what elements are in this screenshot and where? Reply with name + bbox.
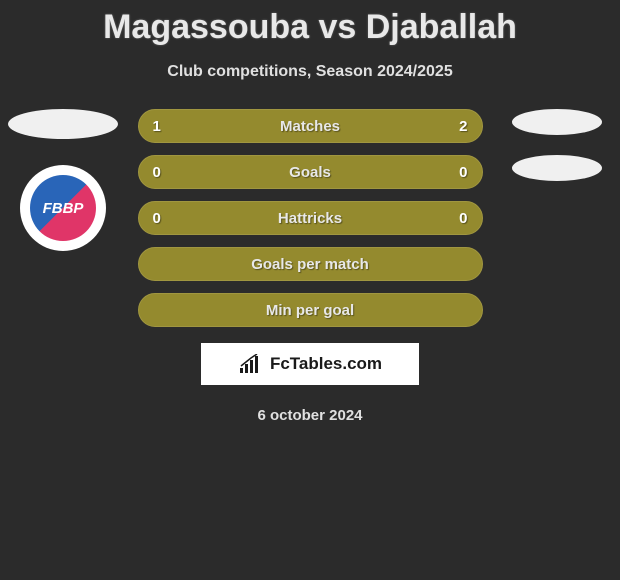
date-text: 6 october 2024 [0,407,620,424]
stat-label: Matches [280,118,340,135]
content-area: FBBP 1 Matches 2 0 Goals 0 0 Hattricks 0 [0,109,620,424]
stat-label: Hattricks [278,210,342,227]
right-team-placeholder [512,155,602,181]
comparison-title: Magassouba vs Djaballah [0,8,620,47]
stat-value-right: 0 [453,210,468,227]
stat-value-left: 1 [153,118,168,135]
comparison-subtitle: Club competitions, Season 2024/2025 [0,63,620,81]
brand-box: FcTables.com [201,343,419,385]
stats-bars: 1 Matches 2 0 Goals 0 0 Hattricks 0 Goal… [138,109,483,327]
right-player-column [512,109,602,201]
stat-value-left: 0 [153,210,168,227]
stat-row: 0 Goals 0 [138,155,483,189]
left-player-column: FBBP [8,109,118,251]
left-player-placeholder [8,109,118,139]
fbbp-logo: FBBP [30,175,96,241]
stat-row: Goals per match [138,247,483,281]
left-team-badge: FBBP [20,165,106,251]
stat-value-left: 0 [153,164,168,181]
chart-icon [238,354,264,374]
stat-value-right: 0 [453,164,468,181]
stat-label: Goals [289,164,331,181]
stat-row: 0 Hattricks 0 [138,201,483,235]
brand-name: FcTables.com [270,354,382,374]
stat-label: Goals per match [251,256,369,273]
infographic-container: Magassouba vs Djaballah Club competition… [0,0,620,424]
stat-row: Min per goal [138,293,483,327]
right-player-placeholder [512,109,602,135]
stat-value-right: 2 [453,118,468,135]
stat-row: 1 Matches 2 [138,109,483,143]
stat-label: Min per goal [266,302,354,319]
fbbp-logo-text: FBBP [43,200,84,217]
